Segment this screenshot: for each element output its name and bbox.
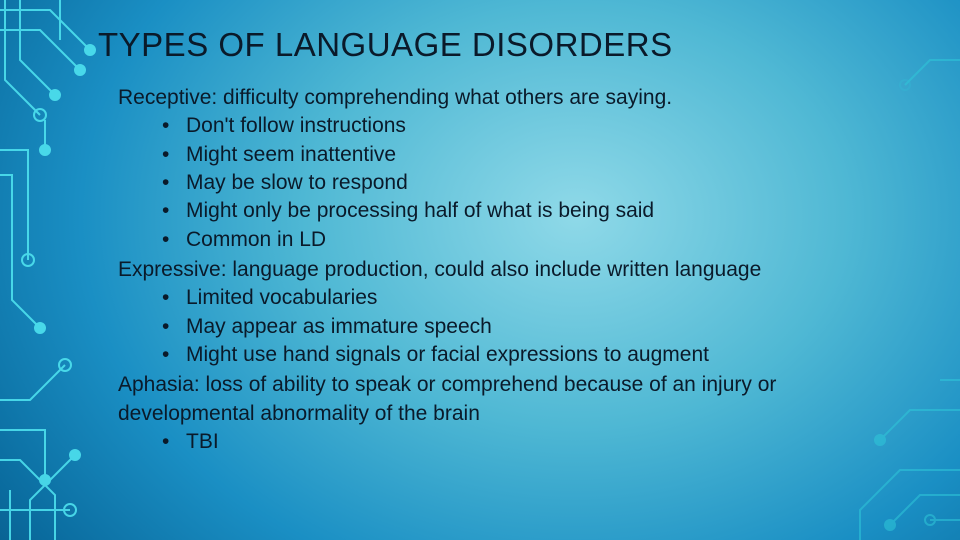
section-expressive-bullets: Limited vocabularies May appear as immat… xyxy=(118,284,908,369)
bullet-item: May be slow to respond xyxy=(168,169,908,197)
section-aphasia-bullets: TBI xyxy=(118,428,908,456)
bullet-item: TBI xyxy=(168,428,908,456)
section-aphasia-heading: Aphasia: loss of ability to speak or com… xyxy=(118,371,908,428)
bullet-item: Might seem inattentive xyxy=(168,141,908,169)
bullet-item: Don't follow instructions xyxy=(168,112,908,140)
bullet-item: Limited vocabularies xyxy=(168,284,908,312)
bullet-item: Common in LD xyxy=(168,226,908,254)
slide-body: Receptive: difficulty comprehending what… xyxy=(98,84,908,456)
slide-content: TYPES OF LANGUAGE DISORDERS Receptive: d… xyxy=(0,0,960,456)
section-receptive-bullets: Don't follow instructions Might seem ina… xyxy=(118,112,908,254)
bullet-item: Might only be processing half of what is… xyxy=(168,197,908,225)
section-receptive-heading: Receptive: difficulty comprehending what… xyxy=(118,84,908,112)
bullet-item: Might use hand signals or facial express… xyxy=(168,341,908,369)
section-expressive-heading: Expressive: language production, could a… xyxy=(118,256,908,284)
bullet-item: May appear as immature speech xyxy=(168,313,908,341)
slide-title: TYPES OF LANGUAGE DISORDERS xyxy=(98,26,920,64)
